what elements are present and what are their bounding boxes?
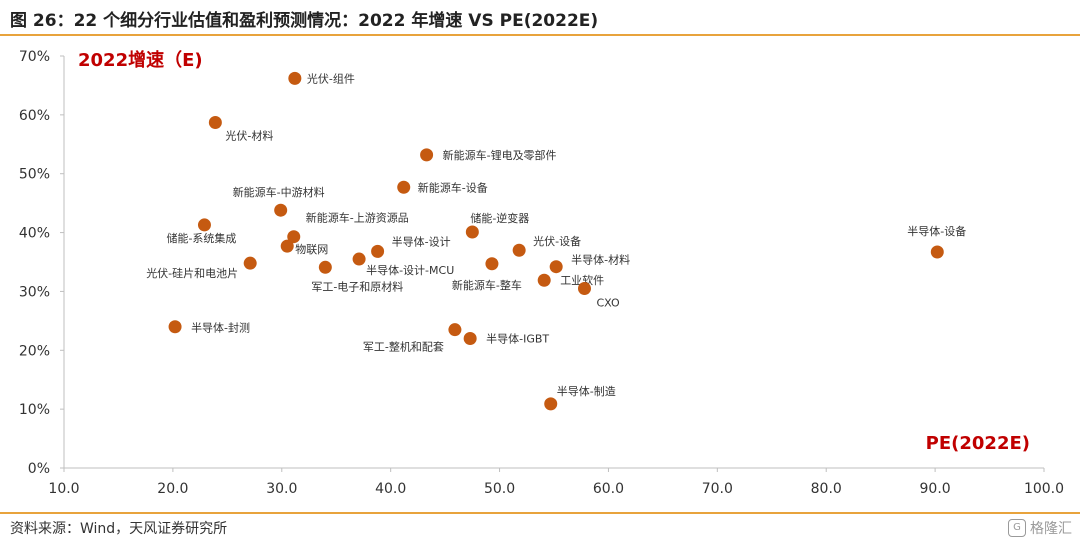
point-label: 半导体-设计 bbox=[392, 234, 451, 248]
y-tick-label: 70% bbox=[19, 49, 50, 65]
point-label: 新能源车-上游资源品 bbox=[306, 211, 409, 225]
point-label: 半导体-设备 bbox=[907, 224, 966, 238]
data-point bbox=[280, 239, 294, 253]
data-point bbox=[549, 260, 563, 274]
y-tick-label: 60% bbox=[19, 108, 50, 124]
data-point bbox=[168, 320, 182, 334]
x-axis-label: PE(2022E) bbox=[926, 433, 1030, 454]
data-point bbox=[197, 218, 211, 232]
data-point bbox=[397, 180, 411, 194]
point-label: 军工-电子和原材料 bbox=[311, 279, 403, 293]
data-point bbox=[287, 230, 301, 244]
data-point bbox=[243, 256, 257, 270]
data-point bbox=[208, 116, 222, 130]
data-point bbox=[537, 273, 551, 287]
point-label: 光伏-材料 bbox=[225, 129, 273, 143]
scatter-chart: 0% 10% 20% 30% 40% 50% 60% 70% 10.0 20.0 30.0 40.0 5… bbox=[19, 49, 1064, 497]
x-tick-label: 10.0 bbox=[48, 481, 79, 497]
watermark-logo-icon: G bbox=[1008, 519, 1026, 537]
point-label: 新能源车-整车 bbox=[452, 278, 522, 292]
data-point bbox=[465, 225, 479, 239]
y-tick-label: 0% bbox=[28, 461, 50, 477]
point-label: 物联网 bbox=[295, 242, 328, 256]
point-label: 军工-整机和配套 bbox=[363, 340, 444, 354]
data-point bbox=[512, 243, 526, 257]
point-label: 半导体-设计-MCU bbox=[366, 263, 454, 277]
data-point bbox=[930, 245, 944, 259]
point-label: 光伏-设备 bbox=[533, 234, 581, 248]
x-tick-label: 100.0 bbox=[1024, 481, 1064, 497]
y-tick-label: 40% bbox=[19, 226, 50, 242]
data-point bbox=[274, 203, 288, 217]
data-point bbox=[288, 71, 302, 85]
point-label: 工业软件 bbox=[560, 273, 604, 287]
data-point bbox=[485, 257, 499, 271]
data-point bbox=[463, 332, 477, 346]
x-tick-label: 60.0 bbox=[593, 481, 624, 497]
point-label: 光伏-组件 bbox=[307, 71, 355, 85]
point-label: 储能-系统集成 bbox=[166, 231, 236, 245]
y-tick-label: 20% bbox=[19, 343, 50, 359]
point-label: CXO bbox=[596, 296, 620, 309]
point-label: 新能源车-锂电及零部件 bbox=[443, 148, 557, 162]
x-tick-label: 50.0 bbox=[484, 481, 515, 497]
footer-divider bbox=[0, 512, 1080, 514]
x-tick-label: 20.0 bbox=[157, 481, 188, 497]
data-point bbox=[318, 260, 332, 274]
y-tick-label: 50% bbox=[19, 167, 50, 183]
point-label: 新能源车-中游材料 bbox=[233, 185, 325, 199]
y-tick-label: 10% bbox=[19, 402, 50, 418]
point-label: 半导体-制造 bbox=[557, 384, 616, 398]
point-label: 半导体-IGBT bbox=[486, 332, 549, 346]
x-tick-label: 40.0 bbox=[375, 481, 406, 497]
data-point bbox=[544, 397, 558, 411]
data-point bbox=[420, 148, 434, 162]
source-note: 资料来源：Wind，天风证券研究所 bbox=[10, 521, 228, 537]
x-tick-label: 70.0 bbox=[702, 481, 733, 497]
chart-axes: 0% 10% 20% 30% 40% 50% 60% 70% 10.0 20.0 30.0 40.0 5… bbox=[19, 49, 1064, 497]
point-label: 新能源车-设备 bbox=[418, 180, 488, 194]
x-tick-label: 80.0 bbox=[811, 481, 842, 497]
watermark: G 格隆汇 bbox=[1008, 518, 1072, 538]
data-point bbox=[371, 244, 385, 258]
data-point bbox=[448, 323, 462, 337]
title-divider bbox=[0, 34, 1080, 36]
y-tick-label: 30% bbox=[19, 284, 50, 300]
x-tick-label: 30.0 bbox=[266, 481, 297, 497]
page-title: 图 26：22 个细分行业估值和盈利预测情况：2022 年增速 VS PE(20… bbox=[10, 11, 599, 31]
data-point bbox=[577, 281, 591, 295]
x-tick-label: 90.0 bbox=[920, 481, 951, 497]
point-label: 光伏-硅片和电池片 bbox=[146, 266, 238, 280]
watermark-text: 格隆汇 bbox=[1030, 521, 1072, 537]
point-label: 半导体-材料 bbox=[571, 253, 630, 267]
point-label: 半导体-封测 bbox=[191, 321, 250, 335]
point-label: 储能-逆变器 bbox=[470, 211, 529, 225]
data-point bbox=[352, 252, 366, 266]
y-axis-label: 2022增速（E) bbox=[78, 49, 203, 71]
